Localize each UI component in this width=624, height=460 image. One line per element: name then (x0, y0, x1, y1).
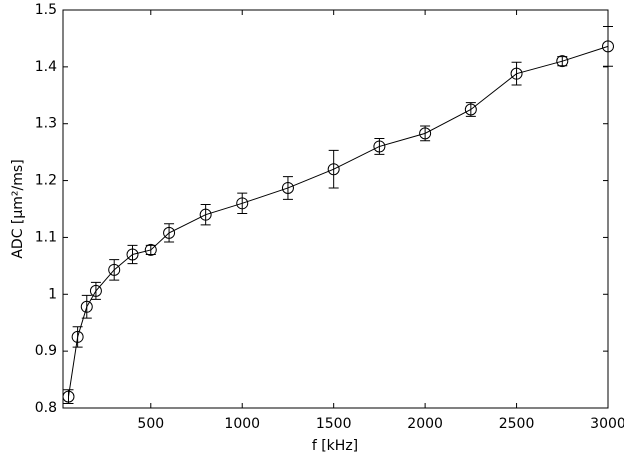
data-point (419, 127, 432, 140)
error-bar (109, 259, 120, 281)
data-point (71, 330, 84, 343)
x-tick-label: 1500 (316, 416, 352, 432)
data-point (144, 243, 157, 256)
data-point (464, 103, 477, 116)
x-tick-label: 2500 (499, 416, 535, 432)
data-point (80, 300, 93, 313)
plot-frame (62, 9, 609, 409)
y-tick-label: 0.8 (35, 400, 57, 416)
x-tick-label: 1000 (224, 416, 260, 432)
y-tick-label: 1.5 (35, 2, 57, 18)
data-point (281, 181, 294, 194)
data-point (510, 67, 523, 80)
error-bar (282, 176, 293, 200)
error-bar (237, 192, 248, 215)
data-point (327, 163, 340, 176)
data-point (89, 284, 102, 297)
y-tick-label: 1.2 (35, 173, 57, 189)
x-tick-label: 2000 (407, 416, 443, 432)
y-tick-label: 0.9 (35, 343, 57, 359)
error-bar (63, 389, 74, 404)
x-tick-label: 3000 (590, 416, 624, 432)
error-bar (603, 25, 613, 67)
y-tick-label: 1.4 (35, 59, 57, 75)
error-bar (164, 223, 175, 243)
y-axis-label: ADC [μm²/ms] (10, 159, 26, 258)
y-tick-label: 1.1 (35, 229, 57, 245)
error-bar (72, 326, 83, 348)
error-bar (465, 102, 476, 117)
data-point (602, 40, 614, 53)
data-line (67, 45, 609, 397)
data-point (556, 55, 569, 68)
data-point (126, 248, 139, 261)
data-point (108, 263, 121, 276)
error-bar (420, 125, 431, 142)
error-bar (200, 203, 211, 226)
x-axis-label: f [kHz] (312, 438, 358, 454)
data-point (163, 226, 176, 239)
data-point (236, 197, 249, 210)
x-tick-label: 500 (137, 416, 164, 432)
data-point (62, 390, 75, 403)
y-tick-label: 1.3 (35, 116, 57, 132)
data-point (199, 208, 212, 221)
data-point (373, 140, 386, 153)
error-bar (511, 61, 522, 86)
y-tick-label: 1 (48, 286, 57, 302)
error-bar (328, 149, 339, 189)
error-bar (127, 244, 138, 265)
error-bar (557, 56, 568, 67)
error-bar (81, 294, 92, 319)
